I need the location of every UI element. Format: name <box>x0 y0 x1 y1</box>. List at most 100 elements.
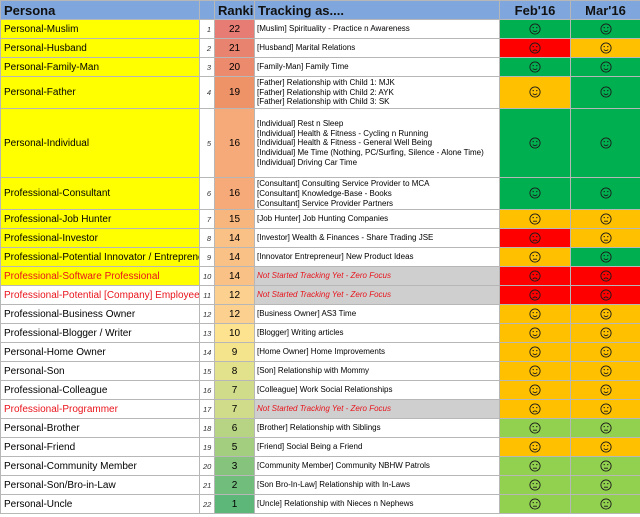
status-cell-feb[interactable] <box>499 418 571 439</box>
index-cell[interactable]: 11 <box>199 285 215 306</box>
index-cell[interactable]: 3 <box>199 57 215 77</box>
tracking-cell[interactable]: [Individual] Rest n Sleep [Individual] He… <box>254 108 500 179</box>
status-cell-feb[interactable] <box>499 304 571 325</box>
ranking-cell[interactable]: 16 <box>214 108 255 179</box>
tracking-cell[interactable]: [Muslim] Spirituality - Practice n Aware… <box>254 19 500 39</box>
persona-cell[interactable]: Professional-Programmer <box>0 399 200 420</box>
persona-cell[interactable]: Personal-Son <box>0 361 200 382</box>
status-cell-mar[interactable] <box>570 399 640 420</box>
ranking-cell[interactable]: 8 <box>214 361 255 382</box>
tracking-cell[interactable]: Not Started Tracking Yet - Zero Focus <box>254 285 500 306</box>
index-cell[interactable]: 20 <box>199 456 215 477</box>
index-cell[interactable]: 10 <box>199 266 215 287</box>
status-cell-feb[interactable] <box>499 437 571 458</box>
persona-cell[interactable]: Professional-Business Owner <box>0 304 200 325</box>
status-cell-mar[interactable] <box>570 418 640 439</box>
ranking-cell[interactable]: 16 <box>214 177 255 211</box>
status-cell-mar[interactable] <box>570 177 640 211</box>
ranking-cell[interactable]: 12 <box>214 285 255 306</box>
status-cell-feb[interactable] <box>499 177 571 211</box>
status-cell-mar[interactable] <box>570 342 640 363</box>
status-cell-feb[interactable] <box>499 228 571 249</box>
status-cell-feb[interactable] <box>499 266 571 287</box>
index-cell[interactable]: 17 <box>199 399 215 420</box>
index-cell[interactable]: 22 <box>199 494 215 515</box>
status-cell-feb[interactable] <box>499 323 571 344</box>
index-cell[interactable]: 14 <box>199 342 215 363</box>
persona-cell[interactable]: Personal-Community Member <box>0 456 200 477</box>
persona-cell[interactable]: Professional-Consultant <box>0 177 200 211</box>
status-cell-feb[interactable] <box>499 108 571 179</box>
ranking-cell[interactable]: 14 <box>214 247 255 268</box>
persona-cell[interactable]: Personal-Muslim <box>0 19 200 39</box>
status-cell-feb[interactable] <box>499 247 571 268</box>
ranking-cell[interactable]: 7 <box>214 399 255 420</box>
persona-cell[interactable]: Professional-Potential [Company] Employe… <box>0 285 200 306</box>
persona-cell[interactable]: Professional-Software Professional <box>0 266 200 287</box>
persona-cell[interactable]: Personal-Son/Bro-in-Law <box>0 475 200 496</box>
status-cell-mar[interactable] <box>570 285 640 306</box>
status-cell-feb[interactable] <box>499 361 571 382</box>
status-cell-feb[interactable] <box>499 285 571 306</box>
ranking-cell[interactable]: 5 <box>214 437 255 458</box>
status-cell-feb[interactable] <box>499 475 571 496</box>
tracking-cell[interactable]: [Uncle] Relationship with Nieces n Nephe… <box>254 494 500 515</box>
status-cell-feb[interactable] <box>499 456 571 477</box>
persona-cell[interactable]: Professional-Investor <box>0 228 200 249</box>
index-cell[interactable]: 18 <box>199 418 215 439</box>
status-cell-feb[interactable] <box>499 209 571 230</box>
status-cell-mar[interactable] <box>570 38 640 58</box>
persona-cell[interactable]: Personal-Uncle <box>0 494 200 515</box>
status-cell-mar[interactable] <box>570 475 640 496</box>
tracking-cell[interactable]: [Colleague] Work Social Relationships <box>254 380 500 401</box>
index-cell[interactable]: 1 <box>199 19 215 39</box>
ranking-cell[interactable]: 14 <box>214 228 255 249</box>
tracking-cell[interactable]: [Job Hunter] Job Hunting Companies <box>254 209 500 230</box>
status-cell-mar[interactable] <box>570 57 640 77</box>
index-cell[interactable]: 9 <box>199 247 215 268</box>
persona-cell[interactable]: Personal-Brother <box>0 418 200 439</box>
status-cell-mar[interactable] <box>570 494 640 515</box>
tracking-cell[interactable]: [Son Bro-In-Law] Relationship with In-La… <box>254 475 500 496</box>
status-cell-feb[interactable] <box>499 399 571 420</box>
status-cell-mar[interactable] <box>570 209 640 230</box>
tracking-cell[interactable]: [Brother] Relationship with Siblings <box>254 418 500 439</box>
ranking-cell[interactable]: 1 <box>214 494 255 515</box>
ranking-cell[interactable]: 6 <box>214 418 255 439</box>
status-cell-feb[interactable] <box>499 19 571 39</box>
status-cell-mar[interactable] <box>570 380 640 401</box>
index-cell[interactable]: 7 <box>199 209 215 230</box>
ranking-cell[interactable]: 7 <box>214 380 255 401</box>
status-cell-feb[interactable] <box>499 38 571 58</box>
index-cell[interactable]: 5 <box>199 108 215 179</box>
persona-cell[interactable]: Personal-Individual <box>0 108 200 179</box>
status-cell-feb[interactable] <box>499 342 571 363</box>
tracking-cell[interactable]: [Son] Relationship with Mommy <box>254 361 500 382</box>
ranking-cell[interactable]: 22 <box>214 19 255 39</box>
index-cell[interactable]: 4 <box>199 75 215 110</box>
index-cell[interactable]: 15 <box>199 361 215 382</box>
index-cell[interactable]: 16 <box>199 380 215 401</box>
persona-cell[interactable]: Personal-Home Owner <box>0 342 200 363</box>
ranking-cell[interactable]: 15 <box>214 209 255 230</box>
persona-cell[interactable]: Professional-Blogger / Writer <box>0 323 200 344</box>
index-cell[interactable]: 12 <box>199 304 215 325</box>
index-cell[interactable]: 13 <box>199 323 215 344</box>
ranking-cell[interactable]: 21 <box>214 38 255 58</box>
index-cell[interactable]: 2 <box>199 38 215 58</box>
persona-cell[interactable]: Professional-Potential Innovator / Entre… <box>0 247 200 268</box>
index-cell[interactable]: 8 <box>199 228 215 249</box>
ranking-cell[interactable]: 14 <box>214 266 255 287</box>
persona-cell[interactable]: Professional-Job Hunter <box>0 209 200 230</box>
persona-cell[interactable]: Personal-Father <box>0 75 200 110</box>
ranking-cell[interactable]: 12 <box>214 304 255 325</box>
index-cell[interactable]: 19 <box>199 437 215 458</box>
status-cell-mar[interactable] <box>570 247 640 268</box>
ranking-cell[interactable]: 2 <box>214 475 255 496</box>
status-cell-mar[interactable] <box>570 266 640 287</box>
status-cell-mar[interactable] <box>570 304 640 325</box>
persona-cell[interactable]: Personal-Family-Man <box>0 57 200 77</box>
status-cell-mar[interactable] <box>570 19 640 39</box>
ranking-cell[interactable]: 10 <box>214 323 255 344</box>
persona-cell[interactable]: Personal-Husband <box>0 38 200 58</box>
